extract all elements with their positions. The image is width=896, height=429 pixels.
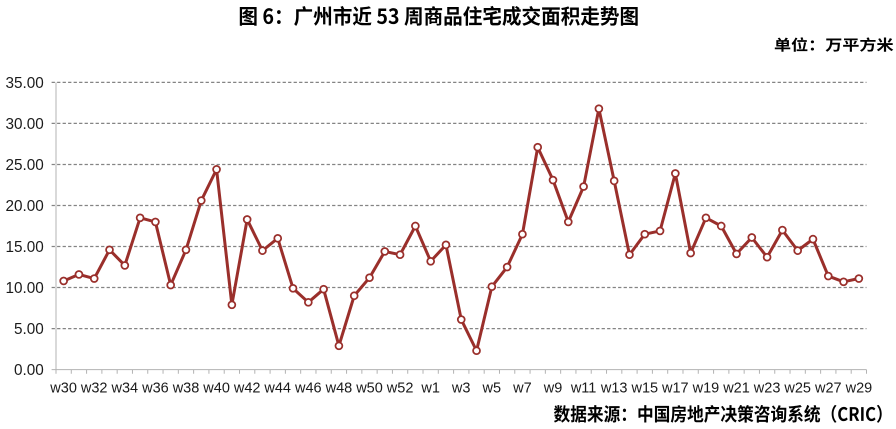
svg-text:15.00: 15.00 [6,239,44,256]
svg-text:10.00: 10.00 [6,280,44,297]
svg-text:w21: w21 [722,381,750,397]
svg-text:w52: w52 [386,381,414,397]
svg-text:w29: w29 [845,381,873,397]
svg-text:w7: w7 [512,381,532,397]
svg-text:w27: w27 [814,381,842,397]
svg-text:w42: w42 [233,381,261,397]
svg-text:w5: w5 [482,381,502,397]
svg-text:w25: w25 [783,381,811,397]
svg-text:w17: w17 [661,381,689,397]
svg-text:w30: w30 [49,381,77,397]
svg-text:w11: w11 [570,381,597,397]
svg-text:w13: w13 [600,381,628,397]
svg-text:w19: w19 [692,381,720,397]
svg-text:w36: w36 [141,381,169,397]
svg-text:30.00: 30.00 [6,116,44,133]
svg-text:0.00: 0.00 [14,362,44,379]
svg-text:25.00: 25.00 [6,157,44,174]
svg-text:w46: w46 [294,381,322,397]
svg-text:w34: w34 [110,381,138,397]
svg-text:w15: w15 [630,381,658,397]
svg-text:w9: w9 [543,381,563,397]
svg-text:w3: w3 [451,381,471,397]
svg-text:5.00: 5.00 [14,321,44,338]
svg-text:w23: w23 [753,381,781,397]
svg-text:w32: w32 [80,381,108,397]
svg-text:w1: w1 [420,381,440,397]
svg-text:w40: w40 [202,381,230,397]
svg-text:20.00: 20.00 [6,198,44,215]
svg-text:w50: w50 [355,381,383,397]
svg-text:w38: w38 [172,381,200,397]
svg-text:w48: w48 [325,381,353,397]
svg-text:w44: w44 [263,381,291,397]
svg-text:35.00: 35.00 [6,75,44,92]
